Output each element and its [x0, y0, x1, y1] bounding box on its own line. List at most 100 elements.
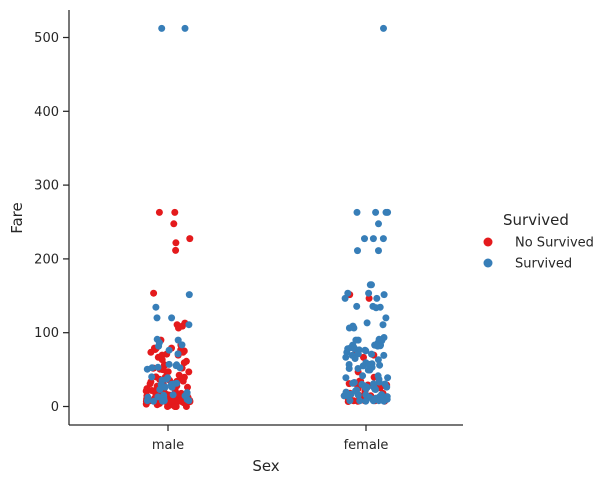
- data-point: [365, 289, 373, 297]
- data-point: [171, 208, 179, 216]
- data-point: [154, 393, 162, 401]
- data-point: [354, 365, 362, 372]
- data-point: [172, 246, 180, 254]
- data-point: [155, 208, 163, 216]
- data-point: [164, 403, 171, 410]
- data-point: [374, 342, 382, 350]
- data-point: [147, 348, 155, 356]
- data-point: [360, 353, 367, 361]
- data-points: [142, 24, 392, 410]
- data-point: [174, 350, 182, 358]
- data-point: [153, 314, 161, 322]
- data-point: [379, 235, 387, 243]
- data-point: [175, 324, 182, 332]
- y-axis-title: Fare: [8, 202, 26, 234]
- data-point: [165, 360, 173, 368]
- data-point: [168, 314, 176, 322]
- data-point: [380, 397, 388, 405]
- data-point: [368, 281, 375, 289]
- data-point: [178, 341, 186, 349]
- data-point: [169, 391, 177, 399]
- data-point: [356, 397, 364, 405]
- data-point: [158, 24, 166, 32]
- data-point: [376, 361, 384, 369]
- legend: Survived No Survived Survived: [483, 211, 594, 272]
- data-point: [345, 365, 353, 372]
- data-point: [185, 291, 193, 299]
- legend-title: Survived: [503, 211, 569, 229]
- data-point: [372, 208, 380, 216]
- data-point: [172, 239, 180, 247]
- y-tick-label: 100: [34, 326, 59, 341]
- data-point: [349, 379, 357, 387]
- data-point: [159, 397, 167, 405]
- data-point: [354, 391, 362, 399]
- data-point: [179, 377, 187, 385]
- data-point: [362, 347, 370, 355]
- x-axis-title: Sex: [252, 457, 279, 475]
- data-point: [383, 383, 391, 391]
- y-tick-label: 200: [34, 252, 59, 267]
- data-point: [368, 350, 375, 358]
- data-point: [361, 235, 368, 243]
- data-point: [176, 364, 184, 372]
- data-point: [375, 220, 382, 228]
- legend-label: No Survived: [515, 236, 594, 251]
- data-point: [353, 302, 361, 310]
- y-tick-label: 500: [34, 31, 59, 46]
- data-point: [341, 294, 349, 302]
- data-point: [374, 356, 382, 364]
- data-point: [369, 235, 377, 243]
- data-point: [344, 289, 352, 297]
- data-point: [186, 235, 194, 243]
- data-point: [152, 303, 160, 311]
- legend-items: No Survived Survived: [483, 236, 594, 272]
- data-point: [363, 319, 371, 327]
- data-point: [369, 397, 377, 405]
- data-point: [364, 366, 372, 374]
- data-point: [155, 342, 163, 350]
- y-axis-ticks: 0 100 200 300 400 500: [34, 31, 69, 415]
- data-point: [365, 294, 373, 302]
- data-point: [380, 291, 388, 299]
- data-point: [354, 247, 361, 255]
- data-point: [170, 220, 178, 228]
- data-point: [180, 359, 188, 367]
- data-point: [185, 321, 193, 329]
- data-point: [150, 397, 157, 405]
- data-point: [346, 397, 354, 405]
- data-point: [375, 378, 383, 386]
- data-point: [163, 368, 171, 376]
- legend-label: Survived: [515, 257, 572, 272]
- x-axis-ticks: male female: [152, 425, 388, 453]
- data-point: [351, 355, 359, 362]
- legend-marker: [483, 237, 493, 247]
- data-point: [161, 383, 169, 391]
- data-point: [342, 374, 350, 382]
- legend-marker: [483, 258, 493, 268]
- data-point: [350, 324, 358, 332]
- data-point: [184, 383, 191, 391]
- data-point: [384, 374, 392, 382]
- data-point: [156, 386, 164, 393]
- data-point: [359, 372, 367, 380]
- data-point: [185, 397, 193, 405]
- data-point: [165, 346, 173, 354]
- data-point: [380, 351, 388, 359]
- data-point: [185, 368, 193, 376]
- data-point: [181, 24, 189, 32]
- data-point: [143, 365, 151, 373]
- y-tick-label: 0: [51, 400, 59, 415]
- data-point: [362, 397, 370, 405]
- y-tick-label: 300: [34, 179, 59, 194]
- data-point: [353, 208, 361, 216]
- y-tick-label: 400: [34, 105, 59, 120]
- data-point: [154, 363, 162, 371]
- data-point: [362, 385, 370, 393]
- data-point: [182, 403, 190, 410]
- data-point: [380, 24, 387, 32]
- data-point: [372, 304, 380, 312]
- data-point: [384, 208, 392, 216]
